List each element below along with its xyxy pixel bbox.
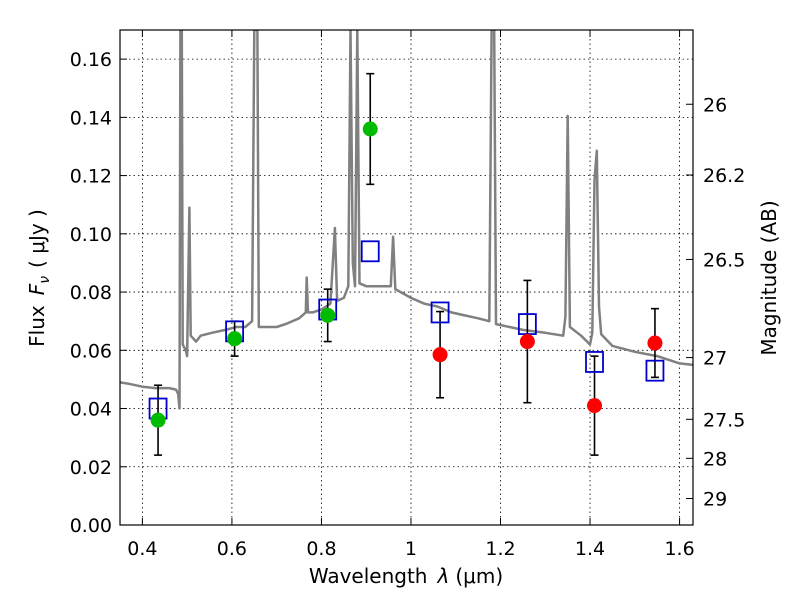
- photometry-point: [362, 121, 378, 137]
- y-tick-label: 0.12: [70, 166, 112, 188]
- y-tick-labels: 0.00 0.02 0.04 0.06 0.08 0.10 0.12 0.14 0.16: [70, 49, 112, 537]
- photometry-point: [320, 307, 336, 323]
- y-axis-title: FluxFν( μJy ): [25, 209, 53, 347]
- y-tick-label: 0.08: [70, 282, 112, 304]
- y2-tick-label: 26: [703, 94, 727, 116]
- spectrum-layer: [120, 30, 693, 410]
- photometry-point: [519, 334, 535, 350]
- y2-tick-label: 28: [703, 448, 727, 470]
- photometry-point: [432, 347, 448, 363]
- model-square-marker: [430, 301, 450, 324]
- y2-tick-label: 29: [703, 489, 727, 511]
- y2-axis-title: Magnitude (AB): [757, 200, 781, 355]
- x-tick-label: 1.4: [575, 538, 605, 560]
- y-tick-label: 0.10: [70, 224, 112, 246]
- x-tick-label: 0.8: [306, 538, 336, 560]
- x-tick-label: 1: [405, 538, 417, 560]
- model-square-marker: [360, 240, 380, 263]
- tick-marks: [120, 30, 693, 526]
- y-tick-label: 0.16: [70, 49, 112, 71]
- x-axis-title: Wavelength λ (μm): [309, 564, 503, 588]
- photometry-point: [227, 331, 243, 347]
- y-tick-label: 0.02: [70, 457, 112, 479]
- spectrum-line: [120, 30, 693, 410]
- y2-tick-label: 27: [703, 348, 727, 370]
- x-tick-label: 1.6: [664, 538, 694, 560]
- y2-tick-labels: 26 26.2 26.5 27 27.5 28 29: [703, 94, 745, 510]
- y2-tick-label: 26.5: [703, 249, 745, 271]
- model-square-marker: [585, 351, 604, 373]
- y2-tick-label: 27.5: [703, 409, 745, 431]
- photometry-point: [150, 412, 166, 428]
- photometry-point: [647, 335, 663, 351]
- data-markers: [148, 121, 665, 428]
- x-tick-label: 0.6: [217, 538, 247, 560]
- model-square-marker: [645, 359, 665, 382]
- x-tick-label: 0.4: [127, 538, 157, 560]
- y-tick-label: 0.04: [70, 399, 112, 421]
- y2-tick-label: 26.2: [703, 165, 745, 187]
- grid-lines: [120, 30, 693, 526]
- y-tick-label: 0.14: [70, 107, 112, 129]
- y-tick-label: 0.06: [70, 340, 112, 362]
- y-tick-label: 0.00: [70, 515, 112, 537]
- photometry-point: [587, 398, 603, 414]
- x-tick-label: 1.2: [485, 538, 515, 560]
- plot-frame: [119, 29, 694, 526]
- x-tick-labels: 0.4 0.6 0.8 1 1.2 1.4 1.6: [127, 538, 694, 560]
